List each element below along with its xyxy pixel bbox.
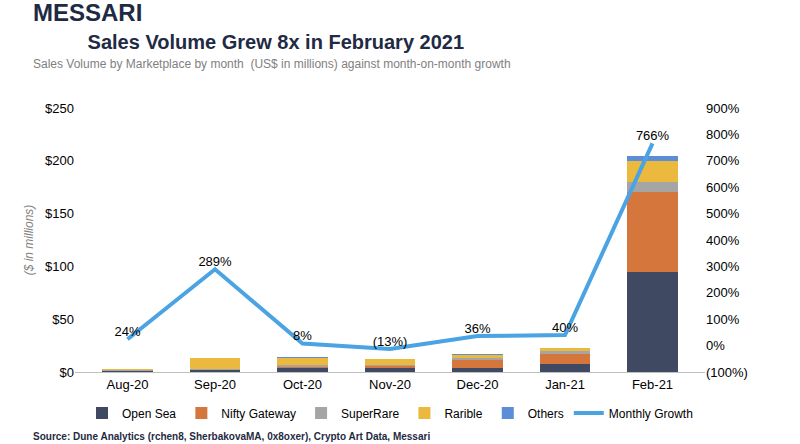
svg-text:Open Sea: Open Sea [122,407,176,421]
svg-text:Sales Volume by Marketplace by: Sales Volume by Marketplace by month (US… [33,57,511,71]
svg-text:Sep-20: Sep-20 [194,377,236,392]
svg-text:($ in millions): ($ in millions) [22,205,36,276]
svg-text:400%: 400% [706,233,740,248]
svg-text:Monthly Growth: Monthly Growth [609,407,693,421]
svg-text:500%: 500% [706,206,740,221]
svg-text:(13%): (13%) [373,334,408,349]
svg-text:$250: $250 [45,101,74,116]
svg-text:Nifty Gateway: Nifty Gateway [221,407,296,421]
svg-text:(100%): (100%) [706,365,748,380]
svg-text:Nov-20: Nov-20 [369,377,411,392]
svg-text:Sales Volume Grew 8x in Februa: Sales Volume Grew 8x in February 2021 [88,31,464,53]
svg-text:Feb-21: Feb-21 [632,377,673,392]
svg-text:SuperRare: SuperRare [341,407,399,421]
svg-text:Dec-20: Dec-20 [457,377,499,392]
svg-text:Oct-20: Oct-20 [283,377,322,392]
svg-text:Jan-21: Jan-21 [545,377,585,392]
svg-text:40%: 40% [552,320,578,335]
svg-text:$150: $150 [45,206,74,221]
svg-text:289%: 289% [198,254,232,269]
svg-text:Rarible: Rarible [444,407,482,421]
svg-text:600%: 600% [706,180,740,195]
svg-text:8%: 8% [293,328,312,343]
svg-text:Source: Dune Analytics (rchen8: Source: Dune Analytics (rchen8, Sherbako… [33,431,430,442]
svg-text:900%: 900% [706,101,740,116]
svg-text:Aug-20: Aug-20 [107,377,149,392]
svg-text:36%: 36% [464,321,490,336]
svg-text:700%: 700% [706,153,740,168]
svg-text:$0: $0 [60,365,74,380]
svg-text:0%: 0% [706,338,725,353]
svg-text:800%: 800% [706,127,740,142]
svg-text:100%: 100% [706,312,740,327]
svg-text:300%: 300% [706,259,740,274]
svg-text:$200: $200 [45,153,74,168]
svg-text:766%: 766% [636,128,670,143]
svg-text:$100: $100 [45,259,74,274]
svg-text:$50: $50 [52,312,74,327]
svg-text:MESSARI: MESSARI [33,0,142,26]
svg-text:Others: Others [528,407,564,421]
svg-text:200%: 200% [706,285,740,300]
svg-text:24%: 24% [114,324,140,339]
